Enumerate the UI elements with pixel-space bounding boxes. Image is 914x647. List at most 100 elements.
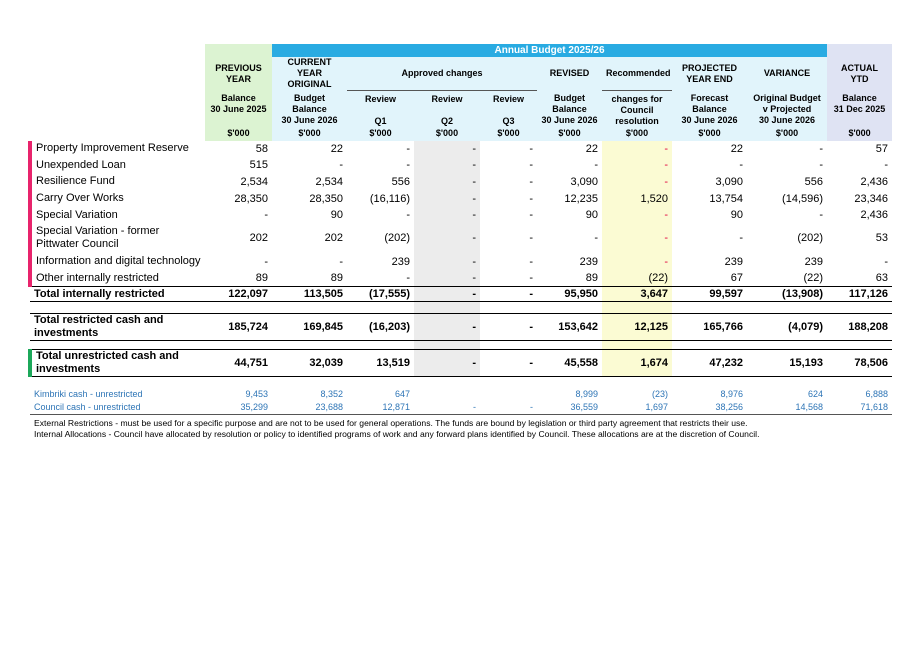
column-sub-line: 31 Dec 2025 <box>833 104 886 114</box>
value-cell: - <box>819 209 824 222</box>
value-cell: 8,999 <box>575 389 598 400</box>
blank <box>827 377 892 388</box>
blank <box>30 57 205 90</box>
value-cell: 45,558 <box>537 349 602 378</box>
column-sub-line: Balance <box>842 93 877 103</box>
row-label: Other internally restricted <box>28 270 205 287</box>
value-cell: 1,520 <box>602 190 672 207</box>
value-cell: 95,950 <box>537 286 602 303</box>
value-cell: - <box>414 206 480 224</box>
table-row: Special Variation -90- - -90-90-2,436 <box>28 206 892 224</box>
unit: $'000 <box>827 126 893 141</box>
value-cell: - <box>414 286 480 303</box>
column-sub-line: 30 June 2026 <box>758 115 816 125</box>
value-cell: (202) <box>797 232 824 245</box>
group-subtitle: Approved changes <box>347 57 537 91</box>
blank <box>537 302 602 314</box>
value-cell: 9,453 <box>245 389 268 400</box>
value-cell: 53 <box>875 232 889 245</box>
table-row: Carry Over Works 28,350 28,350 (16,116) - -12… <box>28 190 892 207</box>
value-cell: 239 <box>391 255 410 268</box>
column-head-line: ACTUAL YTD <box>841 62 879 84</box>
column-sub-line: Review <box>492 93 525 104</box>
column-sub: Forecast Balance 30 June 2026 <box>672 90 747 127</box>
blank <box>672 377 747 388</box>
value-cell: 28,350 <box>234 192 268 205</box>
column-sub-line: 30 June 2025 <box>210 104 267 114</box>
table-row: Unexpended Loan 515- - - - - - - - - <box>28 157 892 174</box>
column-sub: Budget Balance 30 June 2026 <box>272 90 347 127</box>
table-row: Resilience Fund 2,534 2,534 556- -3,090-3,09… <box>28 173 892 191</box>
row-label: Carry Over Works <box>28 190 205 207</box>
value-cell: - <box>529 255 533 268</box>
blank <box>480 302 537 314</box>
blank <box>272 302 347 314</box>
blank <box>602 377 672 388</box>
column-head: ACTUAL YTD <box>827 57 893 90</box>
value-cell: 6,888 <box>865 389 889 400</box>
table-body: Property Improvement Reserve 58 22- - -22-22… <box>28 140 893 415</box>
value-cell: 2,534 <box>240 175 268 188</box>
value-cell: 22 <box>585 142 598 155</box>
column-sub-line: 30 June 2026 <box>681 115 738 125</box>
value-cell: 35,299 <box>205 400 272 415</box>
column-sub-line: 30 June 2026 <box>541 115 598 125</box>
table-row: Total internally restricted 122,097 113,50… <box>30 286 893 303</box>
value-cell: (16,203) <box>347 313 414 342</box>
empty-cell <box>414 388 480 401</box>
value-cell: - <box>414 270 480 287</box>
spacer <box>30 301 892 314</box>
value-cell: 2,436 <box>860 209 889 222</box>
blank <box>347 341 414 350</box>
value-cell: 78,506 <box>827 349 893 378</box>
value-cell: 239 <box>804 255 824 268</box>
table-row: Information and digital technology - -239-… <box>28 253 892 271</box>
column-sub: Balance 30 June 2025 <box>205 90 272 127</box>
blank <box>30 377 205 388</box>
unit: $'000 <box>347 126 414 141</box>
value-cell: 8,352 <box>320 389 343 400</box>
value-cell: - <box>480 313 537 342</box>
row-label: Total restricted cash and investments <box>30 313 205 342</box>
value-cell: - <box>414 400 480 415</box>
value-cell: (17,555) <box>347 286 414 303</box>
blank <box>414 377 480 388</box>
value-cell: 89 <box>585 272 598 285</box>
column-head: PREVIOUS YEAR <box>205 57 272 90</box>
column-head-line: VARIANCE <box>763 68 811 78</box>
column-sub: Original Budget v Projected 30 June 2026 <box>747 90 828 127</box>
value-cell: 202 <box>249 232 268 245</box>
footnotes: External Restrictions - must be used for… <box>34 418 759 440</box>
value-cell: 71,618 <box>827 400 893 415</box>
table-row: Special Variation - former Pittwater Cou… <box>28 223 892 254</box>
value-cell: (22) <box>803 272 824 285</box>
blank <box>827 44 893 57</box>
value-cell: - <box>414 140 480 158</box>
value-cell: 12,871 <box>347 400 414 415</box>
column-head-line: YEAR END <box>686 73 733 84</box>
blank <box>747 341 827 350</box>
value-cell: 624 <box>808 389 824 400</box>
column-sub: Review Q2 <box>414 90 480 127</box>
column-sub-line: Q1 <box>374 115 387 126</box>
value-cell: 556 <box>391 175 410 188</box>
column-sub-line: Council <box>620 104 654 115</box>
column-sub-line: Q3 <box>502 115 515 126</box>
table-row: Property Improvement Reserve 58 22- - -22-22… <box>28 140 892 158</box>
value-cell: - <box>529 209 533 222</box>
column-head-line: YEAR <box>225 73 251 84</box>
value-cell: 122,097 <box>205 286 272 303</box>
value-cell: 44,751 <box>205 349 272 378</box>
value-cell: - <box>819 159 824 172</box>
blank <box>480 377 537 388</box>
table-row: Other internally restricted 89 89- - -89 (22)… <box>28 270 892 287</box>
unit: $'000 <box>602 126 672 141</box>
row-label: Total unrestricted cash and investments <box>28 349 205 378</box>
blank <box>205 302 272 314</box>
blank <box>537 377 602 388</box>
value-cell: - <box>480 286 537 303</box>
value-cell: - <box>406 159 410 172</box>
value-cell: 36,559 <box>537 400 602 415</box>
value-cell: 3,647 <box>602 286 672 303</box>
value-cell: 22 <box>730 142 743 155</box>
